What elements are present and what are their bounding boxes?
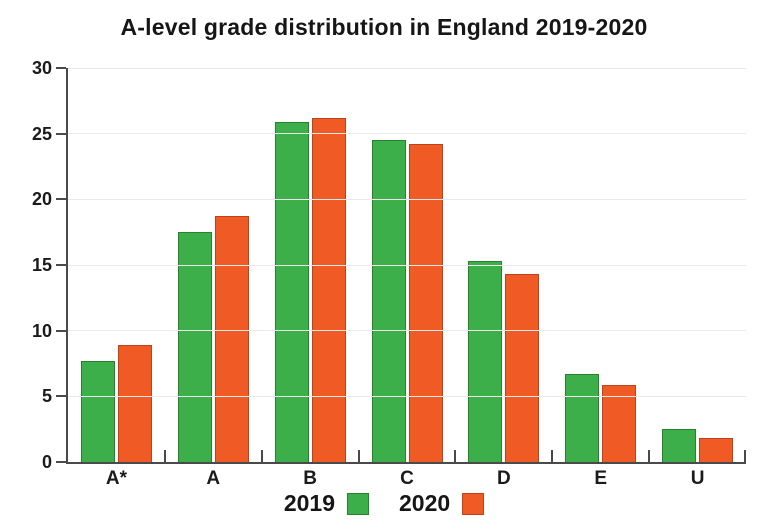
bar-2020-C [408, 144, 443, 462]
bar-2019-A [177, 232, 212, 462]
y-tick-label-25: 25 [31, 123, 52, 144]
x-boundary-tick-3 [357, 450, 360, 462]
bar-2019-E [565, 374, 600, 462]
bar-group-A* [68, 68, 165, 462]
bar-group-D [455, 68, 552, 462]
y-tick-30 [56, 67, 66, 69]
gridline-5 [68, 395, 746, 397]
bar-2020-A [214, 216, 249, 462]
x-axis-label-D: D [497, 468, 511, 489]
gridline-30 [68, 67, 746, 69]
legend-label-2019: 2019 [283, 490, 335, 516]
bar-2019-C [371, 140, 406, 462]
y-tick-0 [56, 461, 66, 463]
x-axis-label-B: B [303, 468, 318, 489]
x-boundary-tick-1 [163, 450, 166, 462]
chart-title: A-level grade distribution in England 20… [120, 14, 648, 40]
legend-label-2020: 2020 [399, 490, 451, 516]
x-boundary-tick-4 [454, 450, 457, 462]
x-boundary-tick-7 [744, 450, 746, 462]
bar-2019-B [274, 121, 309, 462]
x-axis-label-E: E [594, 468, 608, 489]
legend-swatch-2020-icon [462, 492, 485, 515]
legend-item-2020: 2020 [399, 490, 485, 517]
bar-2020-U [699, 438, 734, 462]
gridline-20 [68, 198, 746, 200]
bar-2019-A* [80, 360, 115, 462]
y-tick-5 [56, 395, 66, 398]
bar-2019-U [662, 429, 697, 462]
y-tick-label-30: 30 [31, 58, 52, 78]
bar-group-E [552, 68, 649, 462]
x-axis-label-A*: A* [105, 468, 127, 489]
bar-2019-D [468, 261, 503, 462]
gridline-25 [68, 133, 746, 135]
x-axis: A* A B C D E U [68, 468, 746, 490]
x-axis-label-C: C [400, 468, 414, 489]
y-tick-20 [56, 198, 66, 201]
y-tick-label-0: 0 [41, 452, 52, 472]
bar-groups [68, 68, 746, 462]
y-tick-label-15: 15 [31, 255, 52, 275]
y-tick-10 [56, 329, 66, 332]
x-boundary-tick-2 [260, 450, 263, 462]
y-tick-15 [56, 264, 66, 266]
y-tick-label-20: 20 [31, 189, 52, 210]
gridline-15 [68, 264, 746, 266]
legend: 2019 2020 [0, 490, 768, 517]
bar-group-A [165, 68, 262, 462]
y-tick-label-10: 10 [31, 320, 52, 341]
x-axis-label-U: U [690, 468, 705, 489]
y-axis-line [66, 68, 68, 464]
bar-2020-D [505, 274, 540, 462]
bar-group-C [359, 68, 456, 462]
bar-group-U [649, 68, 746, 462]
legend-item-2019: 2019 [284, 490, 369, 517]
bar-group-B [262, 68, 359, 462]
y-tick-label-5: 5 [41, 386, 52, 407]
legend-swatch-2019-icon [347, 492, 369, 515]
x-axis-label-A: A [206, 468, 221, 489]
bar-2020-E [602, 384, 637, 462]
gridline-10 [68, 330, 746, 332]
plot-area [68, 67, 746, 462]
x-axis-line [66, 462, 746, 464]
x-boundary-tick-5 [551, 450, 554, 462]
y-tick-25 [56, 132, 66, 135]
bar-2020-B [311, 117, 346, 462]
bar-2020-A* [117, 345, 152, 462]
x-boundary-tick-6 [648, 450, 651, 462]
